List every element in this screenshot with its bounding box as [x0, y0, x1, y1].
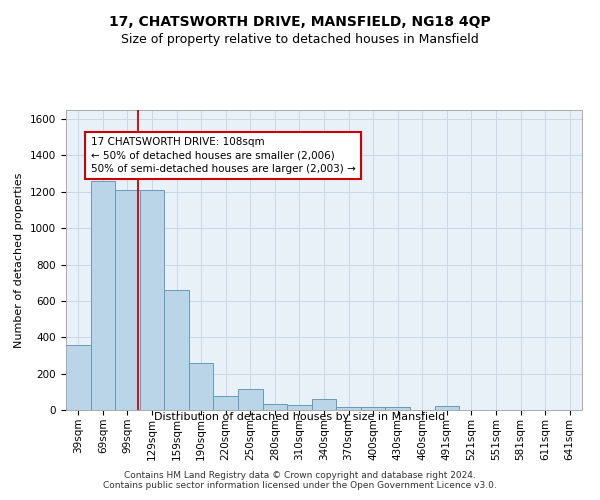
Bar	[312, 399, 336, 410]
Bar	[140, 190, 164, 410]
Text: Size of property relative to detached houses in Mansfield: Size of property relative to detached ho…	[121, 32, 479, 46]
Bar	[164, 290, 189, 410]
Bar	[238, 389, 263, 410]
Bar	[66, 344, 91, 410]
Bar	[385, 408, 410, 410]
Bar	[287, 406, 312, 410]
Text: 17 CHATSWORTH DRIVE: 108sqm
← 50% of detached houses are smaller (2,006)
50% of : 17 CHATSWORTH DRIVE: 108sqm ← 50% of det…	[91, 138, 355, 173]
Y-axis label: Number of detached properties: Number of detached properties	[14, 172, 25, 348]
Bar	[214, 396, 238, 410]
Bar	[189, 362, 214, 410]
Text: 17, CHATSWORTH DRIVE, MANSFIELD, NG18 4QP: 17, CHATSWORTH DRIVE, MANSFIELD, NG18 4Q…	[109, 15, 491, 29]
Bar	[115, 190, 140, 410]
Bar	[91, 181, 115, 410]
Text: Distribution of detached houses by size in Mansfield: Distribution of detached houses by size …	[154, 412, 446, 422]
Bar	[336, 408, 361, 410]
Bar	[263, 404, 287, 410]
Bar	[361, 408, 385, 410]
Text: Contains HM Land Registry data © Crown copyright and database right 2024.
Contai: Contains HM Land Registry data © Crown c…	[103, 470, 497, 490]
Bar	[434, 406, 459, 410]
